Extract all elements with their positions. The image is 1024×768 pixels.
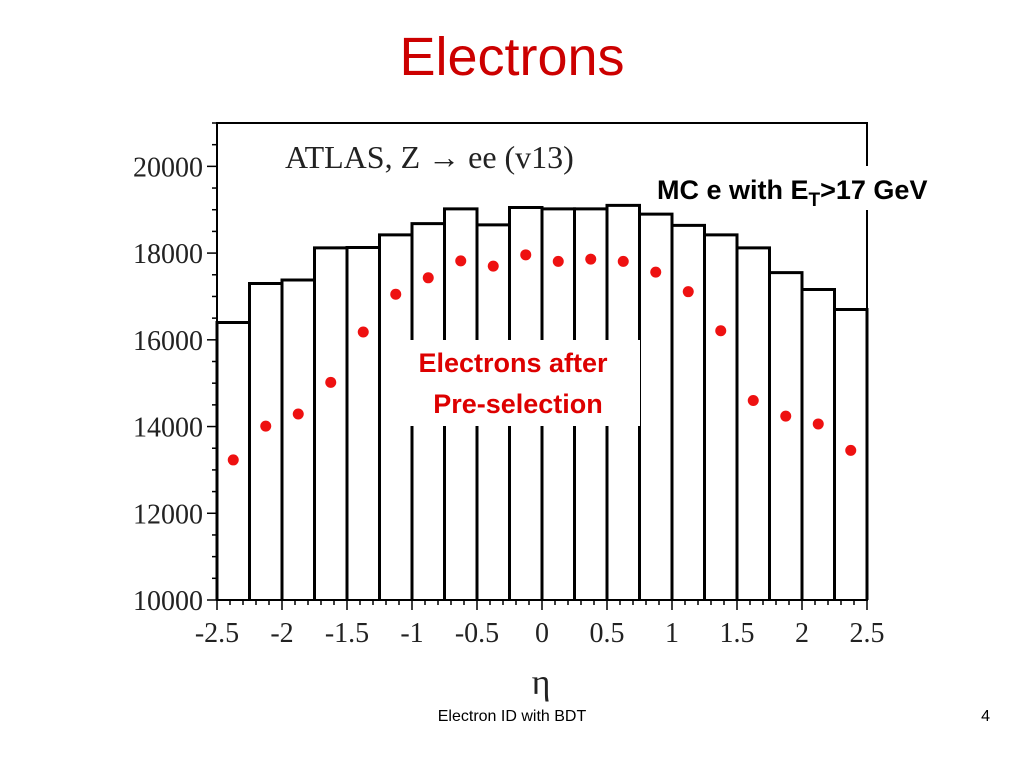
preselection-point xyxy=(780,410,792,422)
histogram-bar xyxy=(670,223,706,600)
x-tick-label: -2 xyxy=(270,618,293,649)
mc-legend-label: MC e with ET>17 GeV xyxy=(646,166,1004,211)
preselection-point xyxy=(292,408,304,420)
preselection-label-line2: Pre-selection xyxy=(433,389,603,419)
preselection-point xyxy=(487,260,499,272)
page-number: 4 xyxy=(981,708,990,725)
preselection-point xyxy=(357,326,369,338)
histogram-bar xyxy=(345,245,381,600)
histogram-bar xyxy=(248,281,284,600)
histogram-bar xyxy=(735,246,771,600)
preselection-point xyxy=(422,272,434,284)
preselection-point xyxy=(682,286,694,298)
y-tick-label: 20000 xyxy=(133,152,203,183)
x-tick-label: 2.5 xyxy=(850,618,885,649)
slide-footer: Electron ID with BDT xyxy=(437,708,587,725)
preselection-label-line1: Electrons after xyxy=(418,348,608,378)
x-tick-label: 0.5 xyxy=(590,618,625,649)
x-tick-label: 0 xyxy=(535,618,549,649)
mc-label-subscript: T xyxy=(809,190,821,211)
preselection-point xyxy=(650,266,662,278)
slide-title: Electrons xyxy=(399,27,625,87)
x-tick-label: 2 xyxy=(795,618,809,649)
histogram-bar xyxy=(768,271,804,600)
preselection-points xyxy=(227,249,857,466)
y-tick-label: 16000 xyxy=(133,326,203,357)
tick-labels: 10000 12000 14000 16000 18000 20000 -2.5 -2 -1.5… xyxy=(133,152,885,649)
preselection-point xyxy=(747,395,759,407)
preselection-point xyxy=(845,444,857,456)
histogram-bar xyxy=(280,278,316,600)
preselection-point xyxy=(715,325,727,337)
preselection-point xyxy=(455,255,467,267)
x-tick-label: -2.5 xyxy=(195,618,239,649)
x-tick-label: 1.5 xyxy=(720,618,755,649)
preselection-point xyxy=(552,255,564,267)
preselection-point xyxy=(520,249,532,261)
histogram-bar xyxy=(800,288,836,600)
preselection-point xyxy=(585,253,597,265)
preselection-point xyxy=(812,418,824,430)
preselection-point xyxy=(390,288,402,300)
y-tick-label: 18000 xyxy=(133,239,203,270)
x-tick-label: 1 xyxy=(665,618,679,649)
preselection-point xyxy=(617,255,629,267)
preselection-point xyxy=(325,376,337,388)
x-tick-label: -1 xyxy=(400,618,423,649)
chart-title: ATLAS, Z → ee (v13) xyxy=(285,139,574,175)
preselection-point xyxy=(227,454,239,466)
histogram-bar xyxy=(703,233,739,600)
x-tick-label: -1.5 xyxy=(325,618,369,649)
histogram-bar xyxy=(313,246,349,600)
y-tick-label: 10000 xyxy=(133,586,203,617)
axis-ticks xyxy=(207,122,868,610)
preselection-point xyxy=(260,420,272,432)
preselection-label: Electrons after Pre-selection xyxy=(408,340,640,426)
svg-text:MC e with ET>17 GeV: MC e with ET>17 GeV xyxy=(657,175,927,211)
y-tick-label: 14000 xyxy=(133,413,203,444)
x-axis-label: η xyxy=(532,662,551,702)
x-tick-label: -0.5 xyxy=(455,618,499,649)
mc-label-prefix: MC e with E xyxy=(657,175,809,205)
y-tick-label: 12000 xyxy=(133,499,203,530)
mc-label-suffix: >17 GeV xyxy=(820,175,927,205)
